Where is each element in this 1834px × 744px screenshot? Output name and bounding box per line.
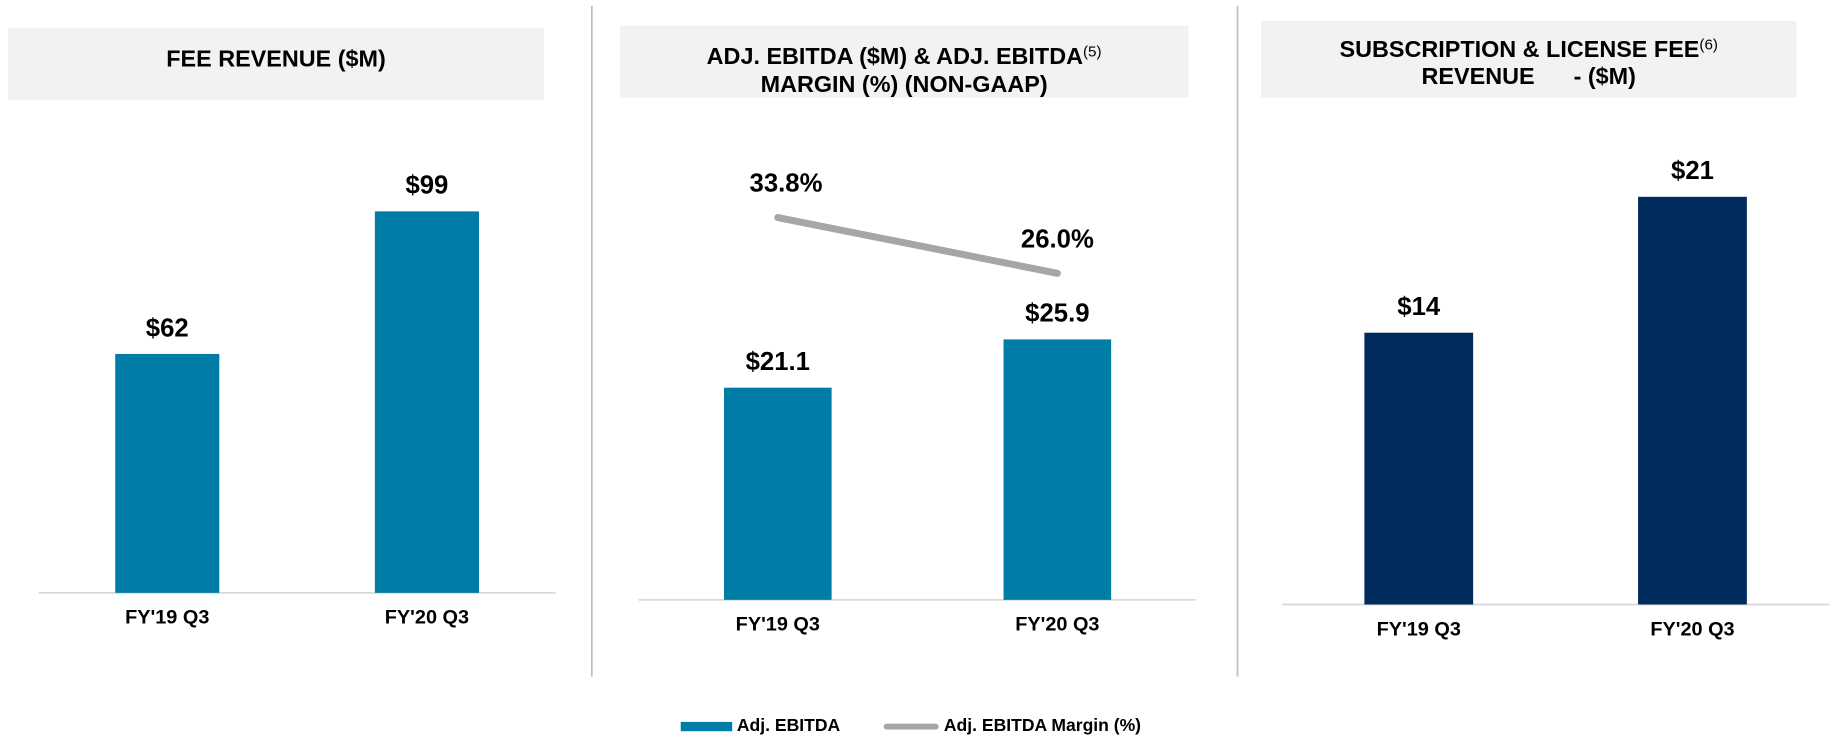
x-tick-label: FY'20 Q3 <box>1650 618 1734 640</box>
legend-label: Adj. EBITDA Margin (%) <box>944 715 1141 735</box>
data-label: $99 <box>405 172 448 200</box>
bar <box>1364 332 1474 605</box>
line <box>774 214 1061 277</box>
title-note: (6) <box>1699 36 1718 53</box>
title-box <box>8 27 544 100</box>
data-label: 26.0% <box>1021 226 1094 254</box>
data-label: $62 <box>146 314 189 342</box>
data-label: $14 <box>1397 293 1441 321</box>
title-line: SUBSCRIPTION & LICENSE FEE <box>1339 36 1699 62</box>
chart-title: MARGIN (%) (NON-GAAP) <box>761 71 1048 97</box>
data-label: $25.9 <box>1025 300 1089 328</box>
bar <box>1638 196 1747 605</box>
title-note: (5) <box>1083 43 1102 60</box>
data-label: 33.8% <box>750 170 823 198</box>
x-tick-label: FY'20 Q3 <box>385 607 469 629</box>
chart-title: FEE REVENUE ($M) <box>166 46 386 72</box>
bar <box>115 353 220 593</box>
bar <box>374 211 479 593</box>
title-line: ADJ. EBITDA ($M) & ADJ. EBITDA <box>707 43 1083 69</box>
chart-title: ADJ. EBITDA ($M) & ADJ. EBITDA(5) <box>707 43 1102 69</box>
chart-title: REVENUE - ($M) <box>1422 63 1636 89</box>
legend-label: Adj. EBITDA <box>737 715 841 735</box>
data-label: $21 <box>1671 157 1714 185</box>
bar <box>1003 339 1112 600</box>
chart-title: SUBSCRIPTION & LICENSE FEE(6) <box>1339 36 1717 62</box>
x-tick-label: FY'20 Q3 <box>1015 614 1099 636</box>
x-tick-label: FY'19 Q3 <box>736 614 820 636</box>
x-tick-label: FY'19 Q3 <box>1377 618 1461 640</box>
legend-swatch <box>680 721 733 732</box>
x-tick-label: FY'19 Q3 <box>125 607 209 629</box>
title-box <box>1260 20 1797 98</box>
data-label: $21.1 <box>746 348 810 376</box>
title-box <box>619 25 1189 98</box>
bar <box>724 387 832 600</box>
